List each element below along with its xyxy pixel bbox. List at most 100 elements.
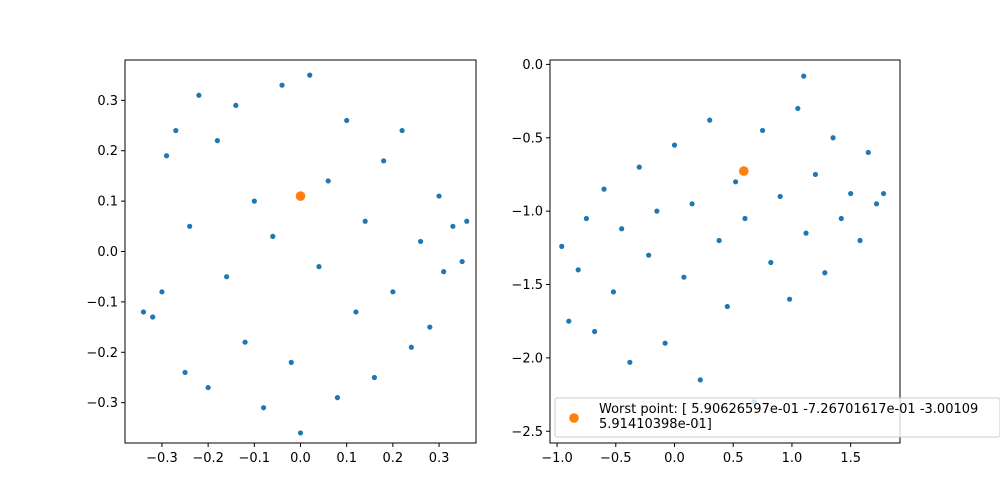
worst-point-marker [295, 191, 306, 201]
x-tick-label: 1.0 [782, 451, 803, 466]
y-tick-label: −0.1 [86, 295, 118, 310]
scatter-point [353, 309, 359, 315]
scatter-point [724, 303, 730, 310]
scatter-point [450, 223, 456, 229]
scatter-point [427, 324, 433, 330]
scatter-point [873, 201, 880, 207]
scatter-point [214, 138, 220, 144]
scatter-point [187, 223, 193, 229]
scatter-point [768, 259, 774, 266]
right-scatter-axes: −1.0 −0.5 0.0 0.5 1.0 1.5 0.0 −0.5 −1.0 −1.5 −2.0 −… [511, 58, 1000, 466]
scatter-point [344, 117, 350, 124]
scatter-point [559, 243, 565, 249]
series-sample-points [559, 73, 887, 427]
scatter-point [260, 405, 267, 411]
scatter-point [196, 92, 202, 98]
y-tick-label: 0.0 [97, 245, 118, 260]
scatter-point [795, 105, 801, 112]
scatter-point [408, 344, 414, 350]
scatter-point [732, 179, 739, 185]
scatter-point [224, 274, 230, 280]
scatter-point [464, 218, 470, 224]
scatter-point [822, 270, 828, 276]
legend-frame [554, 397, 1000, 438]
scatter-point [592, 328, 598, 335]
legend-label: 5.91410398e-01] [599, 417, 712, 432]
y-tick-label: −2.0 [511, 351, 543, 366]
scatter-point [297, 430, 304, 436]
scatter-point [848, 190, 854, 197]
y-tick-label: 0.0 [522, 58, 543, 73]
y-tick-label: 0.3 [97, 94, 118, 109]
legend: Worst point: [ 5.90626597e-01 -7.2670161… [554, 397, 1000, 438]
scatter-point [646, 252, 652, 258]
scatter-point [689, 201, 695, 207]
scatter-point [777, 193, 783, 200]
x-tick-label: 0.0 [290, 451, 311, 466]
scatter-point [205, 384, 211, 391]
scatter-point [681, 274, 687, 280]
left-scatter-axes: −0.3 −0.2 −0.1 0.0 0.1 0.2 0.3 −0.3 −0.2 −0.1 0.0 0… [86, 59, 477, 466]
scatter-point [159, 289, 165, 295]
scatter-point [865, 149, 871, 156]
scatter-point [251, 198, 257, 204]
scatter-point [812, 171, 819, 178]
series-worst-point [295, 191, 306, 201]
scatter-point [803, 230, 809, 236]
y-tick-label: −0.3 [86, 396, 118, 411]
scatter-point [697, 377, 703, 383]
scatter-point [362, 218, 368, 224]
y-tick-label: −2.5 [511, 425, 543, 440]
scatter-point [270, 233, 276, 239]
x-tick-label: 0.2 [383, 451, 404, 466]
worst-point-marker [738, 166, 749, 176]
scatter-point [288, 359, 294, 365]
scatter-point [566, 318, 572, 324]
scatter-point [707, 117, 713, 123]
x-tick-label: 1.5 [840, 451, 861, 466]
scatter-point [173, 127, 179, 134]
scatter-point [575, 267, 581, 273]
scatter-point [601, 186, 607, 192]
scatter-point [233, 102, 239, 108]
scatter-point [182, 369, 188, 376]
x-tick-label: −0.1 [239, 451, 271, 466]
scatter-point [163, 153, 170, 159]
scatter-point [636, 164, 642, 170]
scatter-point [759, 127, 766, 134]
axes-frame [549, 59, 901, 444]
scatter-point [830, 135, 836, 141]
x-tick-label: −0.2 [192, 451, 224, 466]
scatter-point [838, 215, 844, 222]
scatter-point [140, 309, 147, 315]
x-tick-label: 0.5 [723, 451, 744, 466]
scatter-point [381, 158, 387, 164]
legend-marker [569, 413, 579, 423]
scatter-point [279, 82, 285, 88]
x-tick-label: −0.3 [146, 451, 178, 466]
y-tick-label: −1.0 [511, 205, 543, 220]
scatter-point [671, 142, 678, 148]
y-tick-label: 0.2 [97, 144, 118, 159]
scatter-point [583, 215, 590, 222]
scatter-point [150, 314, 156, 320]
y-tick-label: −0.5 [511, 131, 543, 146]
scatter-point [857, 237, 863, 244]
scatter-point [801, 73, 807, 79]
scatter-point [716, 237, 722, 244]
scatter-point [325, 178, 331, 184]
scatter-point [417, 238, 424, 245]
scatter-point [627, 359, 633, 365]
scatter-point [371, 374, 377, 381]
x-tick-label: 0.3 [429, 451, 450, 466]
scatter-point [436, 193, 442, 199]
scatter-point [307, 72, 313, 78]
axes-frame [124, 59, 477, 444]
scatter-point [662, 340, 668, 346]
y-tick-label: −0.2 [86, 346, 118, 361]
y-tick-label: 0.1 [97, 195, 118, 210]
x-tick-label: −1.0 [541, 451, 573, 466]
series-sample-points [140, 72, 470, 436]
legend-label: Worst point: [ 5.90626597e-01 -7.2670161… [599, 402, 978, 417]
